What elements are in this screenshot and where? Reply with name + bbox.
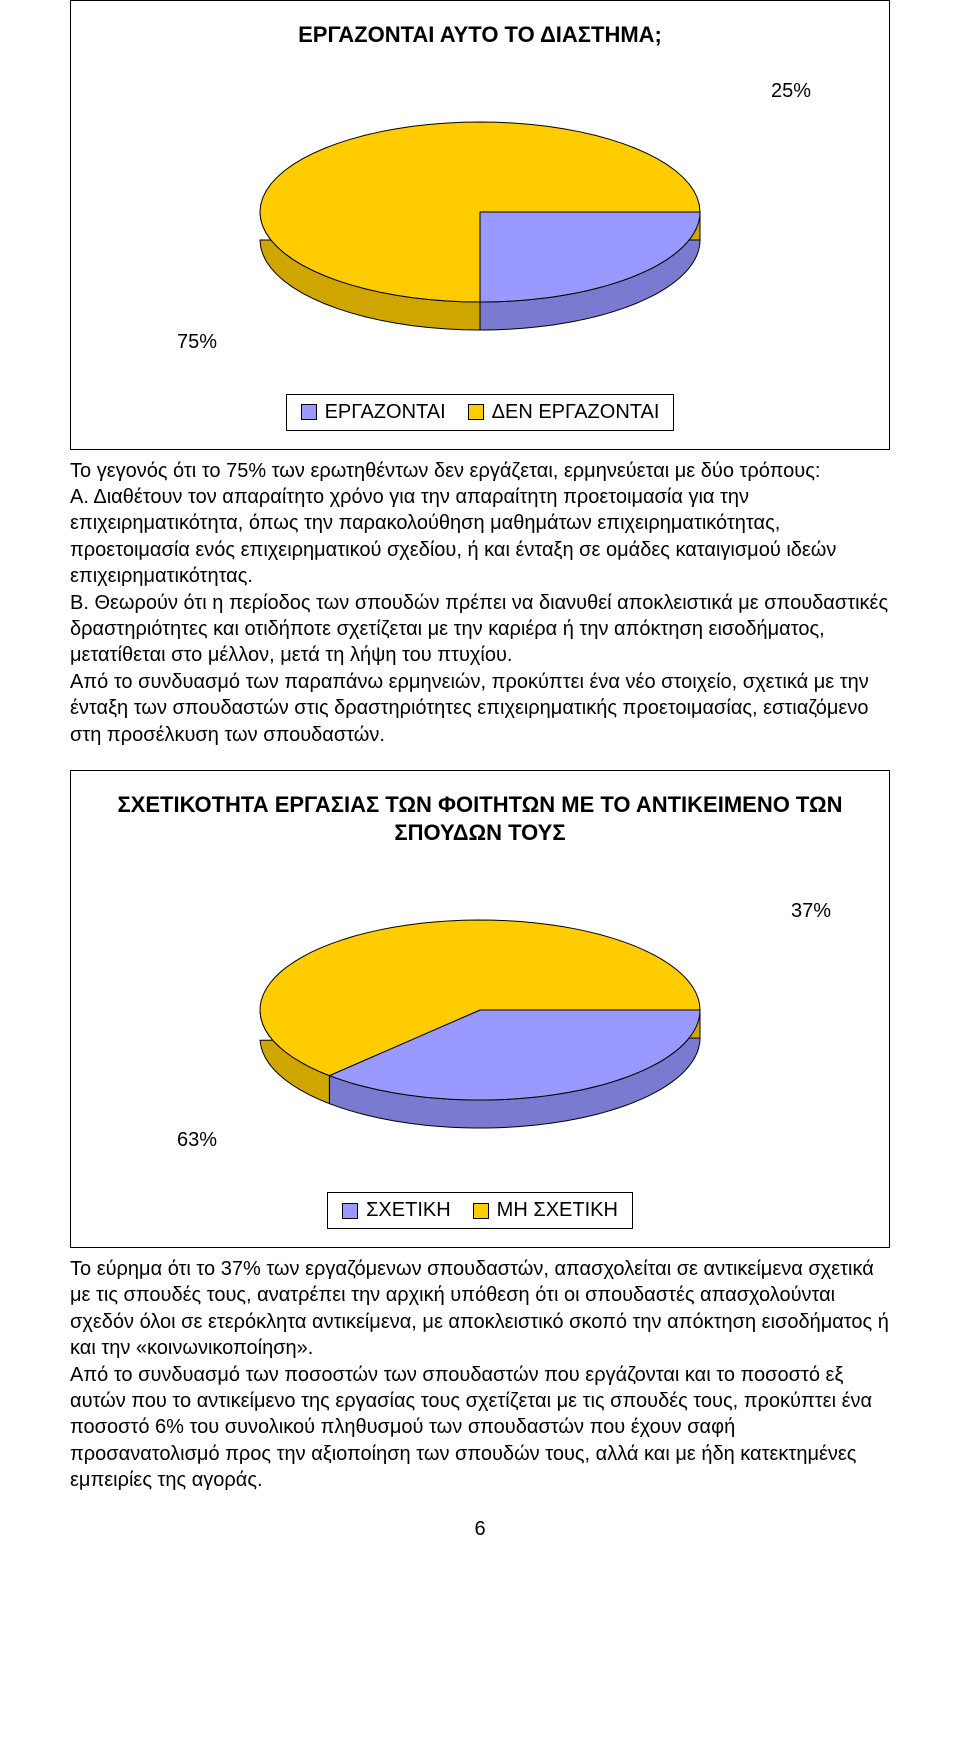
chart-2-pie-wrap: 37% 63%: [89, 860, 871, 1180]
chart-1-swatch-1: [468, 404, 484, 420]
chart-2-legend: ΣΧΕΤΙΚΗ ΜΗ ΣΧΕΤΙΚΗ: [327, 1192, 633, 1229]
chart-2-legend-label-1: ΜΗ ΣΧΕΤΙΚΗ: [497, 1199, 618, 1222]
chart-1-legend-label-1: ΔΕΝ ΕΡΓΑΖΟΝΤΑΙ: [492, 401, 660, 424]
page-number: 6: [70, 1518, 890, 1541]
chart-2-slice-0-label: 37%: [791, 900, 831, 923]
chart-1-box: ΕΡΓΑΖΟΝΤΑΙ ΑΥΤΟ ΤΟ ΔΙΑΣΤΗΜΑ; 25% 75% ΕΡΓ…: [70, 0, 890, 450]
chart-2-title: ΣΧΕΤΙΚΟΤΗΤΑ ΕΡΓΑΣΙΑΣ ΤΩΝ ΦΟΙΤΗΤΩΝ ΜΕ ΤΟ …: [89, 791, 871, 848]
chart-2-slice-1-label: 63%: [177, 1129, 217, 1152]
chart-2-swatch-0: [342, 1203, 358, 1219]
chart-2-pie-svg: [200, 860, 760, 1160]
paragraph-1: Το γεγονός ότι το 75% των ερωτηθέντων δε…: [70, 458, 890, 748]
chart-1-legend: ΕΡΓΑΖΟΝΤΑΙ ΔΕΝ ΕΡΓΑΖΟΝΤΑΙ: [286, 394, 675, 431]
chart-1-slice-1-label: 75%: [177, 331, 217, 354]
chart-1-pie-wrap: 25% 75%: [89, 62, 871, 382]
chart-2-legend-label-0: ΣΧΕΤΙΚΗ: [366, 1199, 451, 1222]
chart-1-swatch-0: [301, 404, 317, 420]
chart-1-legend-item-0: ΕΡΓΑΖΟΝΤΑΙ: [301, 401, 446, 424]
chart-1-legend-label-0: ΕΡΓΑΖΟΝΤΑΙ: [325, 401, 446, 424]
chart-1-legend-item-1: ΔΕΝ ΕΡΓΑΖΟΝΤΑΙ: [468, 401, 660, 424]
page-container: ΕΡΓΑΖΟΝΤΑΙ ΑΥΤΟ ΤΟ ΔΙΑΣΤΗΜΑ; 25% 75% ΕΡΓ…: [0, 0, 960, 1581]
chart-2-legend-item-0: ΣΧΕΤΙΚΗ: [342, 1199, 451, 1222]
chart-2-swatch-1: [473, 1203, 489, 1219]
chart-1-title: ΕΡΓΑΖΟΝΤΑΙ ΑΥΤΟ ΤΟ ΔΙΑΣΤΗΜΑ;: [89, 21, 871, 50]
chart-2-box: ΣΧΕΤΙΚΟΤΗΤΑ ΕΡΓΑΣΙΑΣ ΤΩΝ ΦΟΙΤΗΤΩΝ ΜΕ ΤΟ …: [70, 770, 890, 1248]
chart-1-slice-0-label: 25%: [771, 80, 811, 103]
chart-2-legend-item-1: ΜΗ ΣΧΕΤΙΚΗ: [473, 1199, 618, 1222]
paragraph-2: Το εύρημα ότι το 37% των εργαζόμενων σπο…: [70, 1256, 890, 1494]
chart-1-pie-svg: [200, 62, 760, 362]
